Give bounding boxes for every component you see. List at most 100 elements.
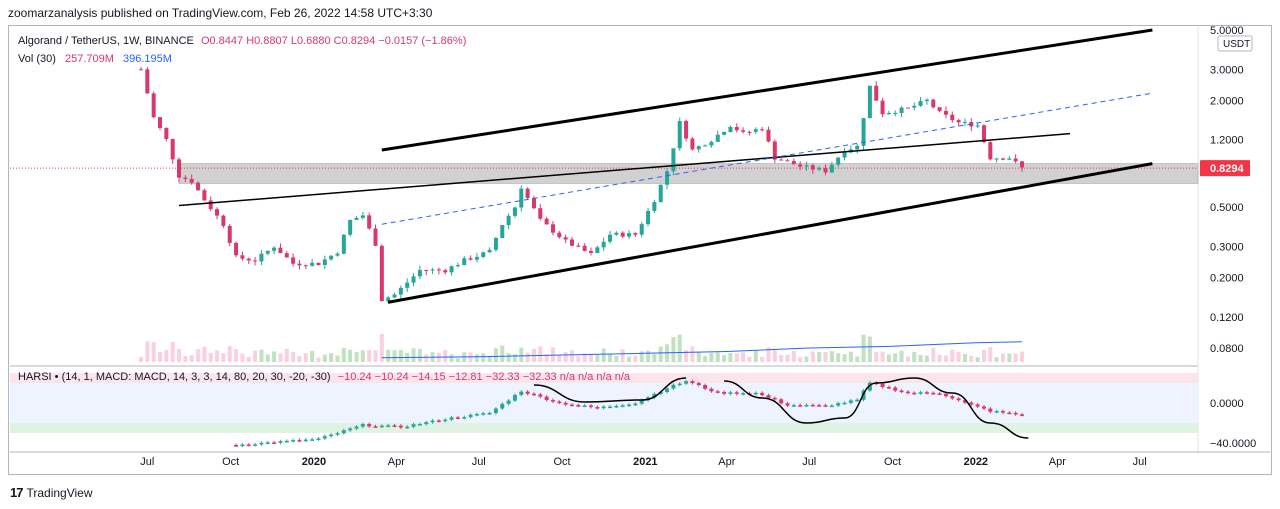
- candle-up: [855, 144, 860, 154]
- candle-up: [861, 118, 866, 150]
- time-tick-label: Jul: [140, 456, 154, 468]
- volume-bar: [253, 350, 258, 362]
- candle-up: [899, 106, 904, 118]
- candle-down: [880, 98, 885, 118]
- candle-body: [183, 177, 188, 179]
- volume-bar: [183, 356, 188, 362]
- candle-down: [734, 123, 739, 133]
- candle-body: [246, 258, 251, 261]
- candle-body: [265, 250, 270, 254]
- candle-body: [373, 228, 378, 246]
- candle-body: [652, 202, 657, 211]
- harsi-candle: [493, 408, 498, 414]
- candle-body: [234, 242, 239, 256]
- candle-body: [468, 258, 473, 260]
- candle-up: [259, 249, 264, 265]
- candle-body: [284, 253, 289, 258]
- harsi-candle: [234, 445, 239, 447]
- indicator-name[interactable]: HARSI • (14, 1, MACD: MACD, 14, 3, 3, 14…: [18, 371, 331, 383]
- harsi-candle: [436, 420, 441, 423]
- volume-bar: [417, 348, 422, 362]
- volume-bar: [722, 354, 727, 362]
- candle-body: [386, 297, 391, 302]
- volume-label[interactable]: Vol (30): [18, 53, 56, 65]
- time-tick-label: Oct: [222, 456, 239, 468]
- volume-bar: [196, 349, 201, 362]
- support-zone: [178, 163, 1199, 184]
- oversold-band: [10, 423, 1198, 433]
- ohlc-values: O0.8447 H0.8807 L0.6880 C0.8294 −0.0157 …: [200, 35, 467, 47]
- candle-body: [601, 241, 606, 248]
- volume-ma-value: 396.195M: [122, 53, 172, 65]
- candle-body: [519, 188, 524, 208]
- tradingview-logo[interactable]: 17 TradingView: [10, 485, 93, 500]
- harsi-candle: [696, 383, 701, 386]
- volume-legend[interactable]: Vol (30) 257.709M 396.195M: [18, 53, 172, 65]
- candle-up: [867, 85, 872, 119]
- candle-down: [620, 231, 625, 239]
- volume-value: 257.709M: [64, 53, 114, 65]
- candle-down: [633, 232, 638, 237]
- chart-frame: [8, 25, 1272, 475]
- volume-bar: [924, 355, 929, 362]
- candle-body: [753, 129, 758, 132]
- volume-bar: [367, 349, 372, 362]
- harsi-candle: [937, 393, 942, 395]
- candle-up: [715, 130, 720, 143]
- candle-up: [728, 125, 733, 133]
- candle-body: [728, 127, 733, 132]
- time-tick-label: Apr: [718, 456, 735, 468]
- harsi-candle: [481, 413, 486, 415]
- candle-up: [912, 102, 917, 111]
- symbol-legend[interactable]: Algorand / TetherUS, 1W, BINANCE O0.8447…: [18, 35, 466, 47]
- harsi-candle: [886, 386, 891, 389]
- candle-up: [829, 161, 834, 173]
- volume-bar: [627, 356, 632, 362]
- candle-body: [525, 188, 530, 198]
- volume-bar: [874, 351, 879, 362]
- harsi-candle: [253, 444, 258, 446]
- indicator-legend[interactable]: HARSI • (14, 1, MACD: MACD, 14, 3, 3, 14…: [18, 371, 630, 383]
- price-tick-label: 0.1200: [1210, 312, 1244, 324]
- volume-bar: [259, 349, 264, 362]
- candle-body: [430, 269, 435, 271]
- price-tick-label: 3.0000: [1210, 64, 1244, 76]
- candle-up: [341, 234, 346, 255]
- harsi-candle: [398, 425, 403, 428]
- candle-down: [1013, 154, 1018, 164]
- candle-body: [569, 239, 574, 246]
- candle-up: [753, 127, 758, 135]
- candle-up: [627, 230, 632, 240]
- harsi-candle: [303, 439, 308, 442]
- volume-bar: [158, 351, 163, 362]
- candle-up: [817, 166, 822, 172]
- candle-down: [950, 111, 955, 123]
- candle-body: [493, 238, 498, 250]
- candle-body: [253, 260, 258, 262]
- candle-body: [354, 217, 359, 220]
- candle-down: [436, 267, 441, 275]
- candle-down: [468, 255, 473, 261]
- candle-up: [500, 224, 505, 239]
- volume-bar: [500, 345, 505, 362]
- harsi-candle: [265, 442, 270, 444]
- candle-down: [931, 98, 936, 109]
- symbol-name[interactable]: Algorand / TetherUS, 1W, BINANCE: [18, 35, 194, 47]
- candle-up: [962, 118, 967, 126]
- candle-down: [151, 91, 156, 119]
- candle-body: [411, 276, 416, 283]
- volume-bar: [221, 353, 226, 362]
- volume-bar: [449, 354, 454, 362]
- volume-bar: [671, 337, 676, 362]
- candle-body: [196, 182, 201, 191]
- harsi-candle: [474, 414, 479, 416]
- candle-body: [950, 114, 955, 121]
- candle-body: [215, 209, 220, 216]
- candle-down: [240, 251, 245, 261]
- volume-bar: [278, 353, 283, 362]
- candle-up: [493, 236, 498, 252]
- volume-bar: [284, 348, 289, 362]
- harsi-candle: [779, 399, 784, 404]
- volume-bar: [696, 351, 701, 362]
